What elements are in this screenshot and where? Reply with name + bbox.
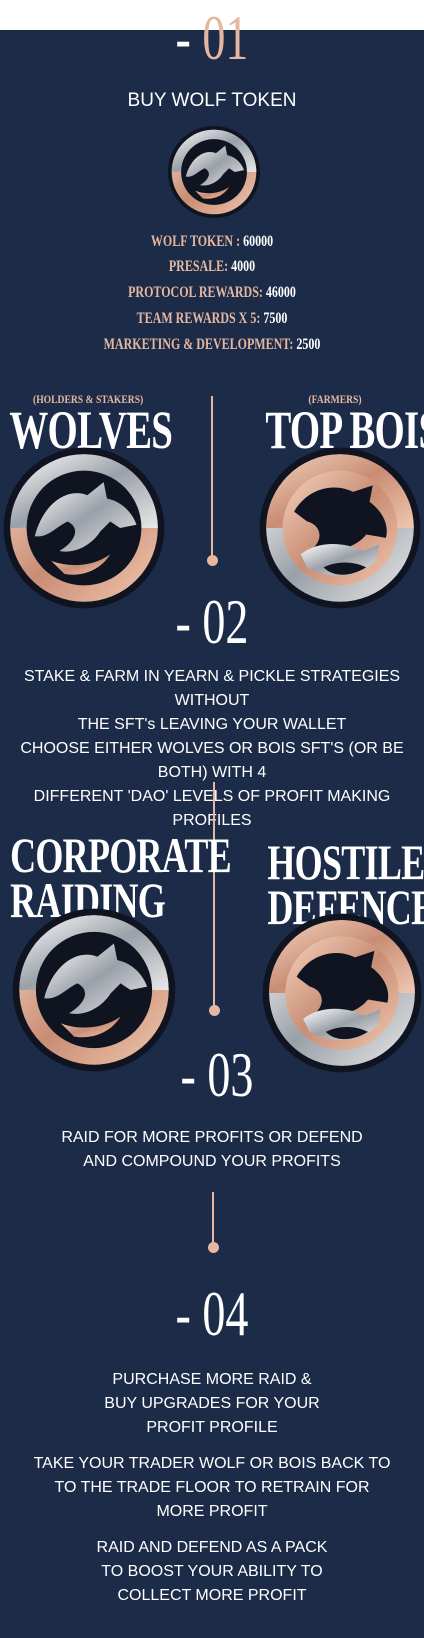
- wolf-emblem-icon: [167, 125, 261, 219]
- bois-emblem-icon: [259, 447, 421, 609]
- timeline-line: [212, 1192, 214, 1247]
- step-4-text-3: RAID AND DEFEND AS A PACK TO BOOST YOUR …: [96, 1539, 328, 1604]
- step-3-number: - 03: [180, 1039, 254, 1110]
- stat-row: PROTOCOL REWARDS: 46000: [128, 284, 296, 301]
- timeline-line: [213, 782, 215, 1007]
- step-4-number: - 04: [175, 1278, 249, 1349]
- timeline-dot: [208, 1242, 219, 1253]
- step-4-text-2: TAKE YOUR TRADER WOLF OR BOIS BACK TO TO…: [33, 1455, 391, 1520]
- wolves-title: WOLVES: [9, 400, 173, 460]
- wolves-subtitle: (HOLDERS & STAKERS): [33, 392, 144, 406]
- step-1-title: BUY WOLF TOKEN: [127, 90, 297, 111]
- stat-row: MARKETING & DEVELOPMENT: 2500: [103, 336, 321, 353]
- stat-row: TEAM REWARDS X 5: 7500: [136, 310, 288, 327]
- step-1-number: - 01: [175, 2, 249, 73]
- wolf-emblem-icon: [3, 447, 165, 609]
- timeline-dot: [207, 555, 218, 566]
- step-2-text: STAKE & FARM IN YEARN & PICKLE STRATEGIE…: [20, 668, 404, 829]
- step-3-text: RAID FOR MORE PROFITS OR DEFEND AND COMP…: [61, 1129, 363, 1170]
- step-4-text-1: PURCHASE MORE RAID & BUY UPGRADES FOR YO…: [104, 1371, 320, 1436]
- corporate-raiding-title: CORPORATE RAIDING: [10, 827, 232, 928]
- timeline-dot: [209, 1005, 220, 1016]
- roadmap-panel: [0, 30, 424, 1638]
- timeline-line: [211, 396, 213, 556]
- stat-row: WOLF TOKEN : 60000: [150, 233, 274, 250]
- bois-subtitle: (FARMERS): [308, 392, 362, 406]
- step-2-number: - 02: [175, 586, 249, 657]
- stat-row: PRESALE: 4000: [168, 258, 256, 275]
